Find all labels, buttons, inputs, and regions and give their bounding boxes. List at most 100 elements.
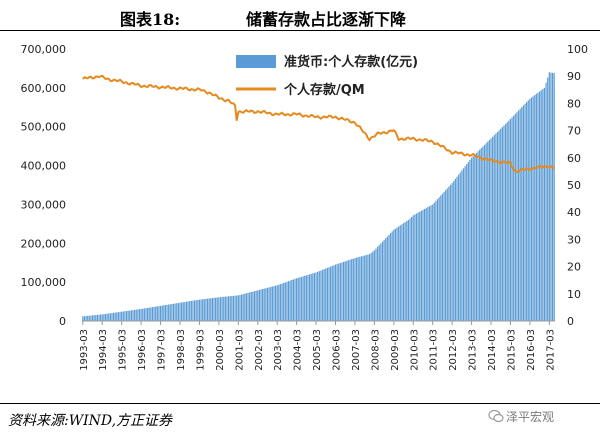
bar <box>161 305 163 321</box>
x-tick-label: 1997-03 <box>157 329 168 371</box>
bar <box>179 302 181 321</box>
bar <box>367 254 369 321</box>
bar <box>184 301 186 321</box>
bar <box>226 296 228 321</box>
bar <box>432 204 434 321</box>
bar <box>406 221 408 321</box>
y-right-tick-label: 20 <box>567 261 581 274</box>
bar <box>402 223 405 321</box>
bar <box>147 307 149 321</box>
chart-title: 储蓄存款占比逐渐下降 <box>246 10 407 29</box>
x-tick-label: 2000-03 <box>215 329 226 371</box>
bar <box>420 210 422 321</box>
x-tick-label: 1994-03 <box>98 329 109 371</box>
bar <box>435 200 437 321</box>
bar <box>155 306 157 321</box>
bar <box>462 168 465 321</box>
bar <box>368 254 371 321</box>
bar <box>398 226 400 321</box>
bar <box>338 263 340 321</box>
x-tick-label: 1995-03 <box>118 329 129 371</box>
bar <box>513 115 515 321</box>
bar <box>221 296 223 321</box>
bar <box>381 241 384 321</box>
bar <box>151 307 154 321</box>
chart: 0 100,000 200,000 300,000 400,000 500,000 600,… <box>21 43 589 371</box>
bar-series <box>82 72 555 322</box>
x-tick-label: 2012-03 <box>448 329 459 371</box>
bar <box>454 178 456 321</box>
bar <box>148 307 150 321</box>
bar <box>372 251 374 321</box>
bar <box>300 276 303 321</box>
bar <box>493 135 495 321</box>
bar <box>430 205 432 321</box>
bar <box>427 207 429 321</box>
bar <box>203 299 205 321</box>
bar <box>519 108 521 321</box>
y-right-tick-label: 60 <box>567 152 581 165</box>
y-left-tick-label: 400,000 <box>21 160 67 173</box>
bar <box>315 272 317 321</box>
bar <box>479 149 481 321</box>
bar <box>270 286 272 321</box>
bar <box>440 195 442 321</box>
bar <box>425 208 427 321</box>
bar <box>514 113 516 321</box>
x-tick-label: 2007-03 <box>351 329 362 371</box>
bar <box>232 295 235 321</box>
bar <box>258 289 260 321</box>
bar <box>428 206 431 321</box>
bar <box>540 90 542 321</box>
bar <box>310 273 312 321</box>
bar <box>93 315 95 321</box>
bar <box>349 259 351 321</box>
x-tick-label: 2001-03 <box>234 329 245 371</box>
bar <box>98 314 100 321</box>
bar <box>333 265 335 321</box>
bar <box>177 303 179 321</box>
source-note: 资料来源:WIND,方正证券 <box>8 413 173 429</box>
bar <box>477 151 479 321</box>
bar <box>352 258 354 321</box>
bar <box>130 310 133 321</box>
bar <box>279 284 282 321</box>
bar <box>253 291 256 321</box>
bar <box>292 279 294 321</box>
y-right-tick-label: 50 <box>567 179 581 192</box>
bar <box>208 298 210 321</box>
bar <box>250 291 252 321</box>
bar <box>195 300 197 321</box>
bar <box>176 303 178 321</box>
bar <box>341 262 343 321</box>
bar <box>106 313 108 321</box>
bar <box>509 118 512 321</box>
bar <box>354 258 356 321</box>
bar <box>445 190 447 321</box>
x-tick-label: 2002-03 <box>254 329 265 371</box>
bar <box>347 260 350 321</box>
bar <box>215 297 217 321</box>
bar <box>153 306 155 321</box>
bar <box>287 281 290 321</box>
bar <box>163 305 165 321</box>
bar <box>181 302 183 321</box>
bar <box>239 294 241 321</box>
bar <box>132 310 134 321</box>
axes: 0 100,000 200,000 300,000 400,000 500,000 600,… <box>21 43 589 371</box>
bar <box>255 290 257 321</box>
bar <box>441 193 444 321</box>
bar <box>307 274 309 321</box>
bar <box>262 289 264 321</box>
bar <box>370 252 372 321</box>
bar <box>362 255 364 321</box>
x-tick-label: 2017-03 <box>545 329 556 371</box>
y-left-tick-label: 600,000 <box>21 82 67 95</box>
bar <box>488 139 490 321</box>
bar <box>339 263 341 321</box>
bar <box>140 308 142 321</box>
bar <box>281 283 283 321</box>
bar <box>404 222 406 321</box>
bar <box>521 107 523 321</box>
bar <box>365 255 367 321</box>
